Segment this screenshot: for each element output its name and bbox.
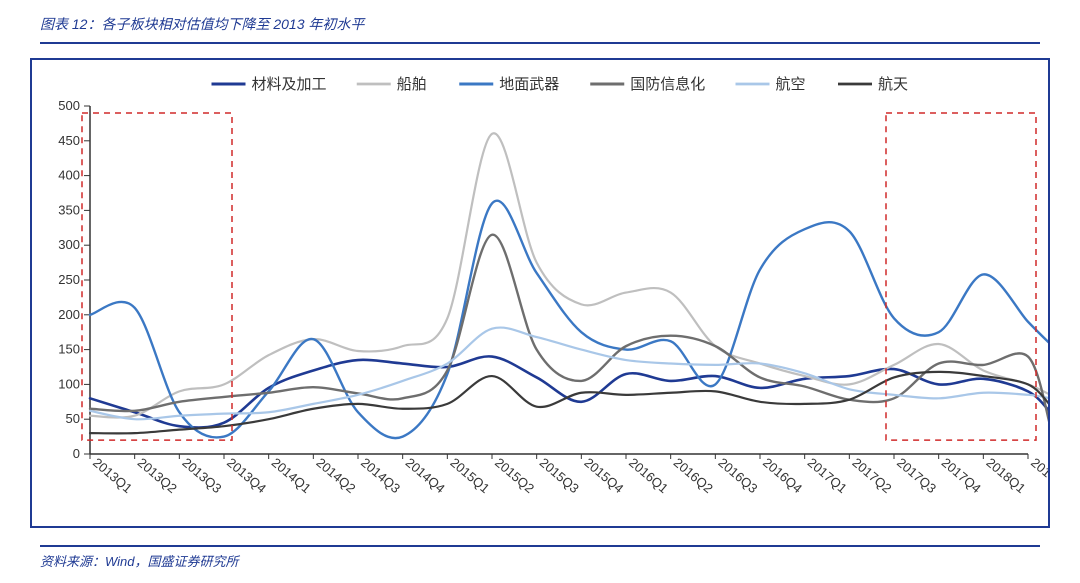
chart-title: 图表 12：各子板块相对估值均下降至 2013 年初水平 <box>40 16 364 36</box>
svg-text:2016Q4: 2016Q4 <box>760 455 805 496</box>
svg-text:2014Q2: 2014Q2 <box>313 455 358 496</box>
svg-text:2013Q4: 2013Q4 <box>224 455 269 496</box>
svg-text:300: 300 <box>58 237 80 252</box>
svg-text:350: 350 <box>58 202 80 217</box>
svg-text:2018Q2: 2018Q2 <box>1028 455 1048 496</box>
svg-text:船舶: 船舶 <box>397 76 427 93</box>
svg-text:2015Q1: 2015Q1 <box>447 455 492 496</box>
svg-text:2015Q3: 2015Q3 <box>537 455 582 496</box>
svg-text:2013Q2: 2013Q2 <box>135 455 180 496</box>
svg-text:450: 450 <box>58 133 80 148</box>
svg-text:材料及加工: 材料及加工 <box>252 76 327 93</box>
svg-text:50: 50 <box>66 411 80 426</box>
svg-text:航空: 航空 <box>776 76 806 93</box>
svg-text:2017Q1: 2017Q1 <box>805 455 850 496</box>
svg-text:2017Q3: 2017Q3 <box>894 455 939 496</box>
svg-text:2017Q4: 2017Q4 <box>939 455 984 496</box>
line-chart: 0501001502002503003504004505002013Q12013… <box>32 60 1048 526</box>
svg-text:2014Q1: 2014Q1 <box>269 455 314 496</box>
chart-title-row: 图表 12：各子板块相对估值均下降至 2013 年初水平 <box>40 14 1040 44</box>
chart-frame: 0501001502002503003504004505002013Q12013… <box>30 58 1050 528</box>
svg-text:2016Q2: 2016Q2 <box>671 455 716 496</box>
svg-text:2018Q1: 2018Q1 <box>983 455 1028 496</box>
svg-text:国防信息化: 国防信息化 <box>630 76 705 93</box>
source-row: 资料来源：Wind，国盛证券研究所 <box>40 545 1040 571</box>
svg-text:250: 250 <box>58 272 80 287</box>
svg-text:2016Q3: 2016Q3 <box>715 455 760 496</box>
svg-text:200: 200 <box>58 307 80 322</box>
svg-text:150: 150 <box>58 342 80 357</box>
svg-text:航天: 航天 <box>878 76 908 93</box>
svg-text:400: 400 <box>58 168 80 183</box>
svg-text:0: 0 <box>73 446 80 461</box>
svg-text:2014Q3: 2014Q3 <box>358 455 403 496</box>
svg-text:2015Q2: 2015Q2 <box>492 455 537 496</box>
svg-text:2017Q2: 2017Q2 <box>849 455 894 496</box>
svg-text:500: 500 <box>58 98 80 113</box>
svg-text:2013Q3: 2013Q3 <box>179 455 224 496</box>
svg-text:2016Q1: 2016Q1 <box>626 455 671 496</box>
svg-text:2015Q4: 2015Q4 <box>581 455 626 496</box>
svg-text:2014Q4: 2014Q4 <box>403 455 448 496</box>
svg-text:2013Q1: 2013Q1 <box>90 455 135 496</box>
svg-text:100: 100 <box>58 376 80 391</box>
source-text: 资料来源：Wind，国盛证券研究所 <box>40 554 239 569</box>
svg-text:地面武器: 地面武器 <box>499 76 559 93</box>
